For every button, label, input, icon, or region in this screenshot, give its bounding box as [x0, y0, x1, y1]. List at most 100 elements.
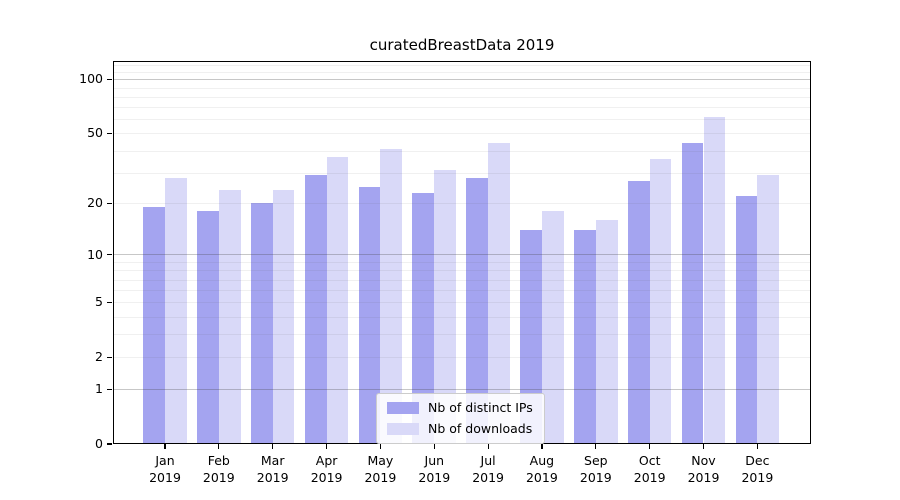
x-tick-label-jun-2019: Jun 2019: [402, 452, 466, 486]
x-tick-label-line: Aug: [529, 453, 555, 468]
bar-downloads-mar-2019: [272, 189, 295, 444]
x-tick-label-nov-2019: Nov 2019: [672, 452, 736, 486]
bar-ips-apr-2019: [304, 175, 327, 444]
x-tick-label-line: 2019: [741, 470, 774, 485]
y-tick-label-2: 2: [95, 349, 103, 365]
x-tick-apr-2019: [325, 444, 328, 449]
bar-ips-aug-2019: [520, 230, 542, 444]
bar-downloads-jan-2019: [165, 177, 187, 444]
bar-ips-sep-2019: [574, 230, 596, 444]
x-tick-label-apr-2019: Apr 2019: [295, 452, 359, 486]
x-tick-label-line: 2019: [364, 470, 397, 485]
bar-downloads-dec-2019: [757, 175, 780, 444]
x-tick-oct-2019: [649, 444, 651, 449]
x-tick-label-line: 2019: [633, 470, 666, 485]
gridline-minor-50: [113, 133, 811, 135]
gridline-minor-5: [113, 302, 811, 304]
gridline-minor-9: [113, 262, 811, 263]
gridline-minor-4: [113, 316, 811, 318]
x-tick-mar-2019: [272, 444, 274, 449]
x-tick-label-line: May: [367, 453, 394, 468]
x-tick-label-jan-2019: Jan 2019: [133, 452, 197, 486]
x-tick-label-line: Oct: [638, 453, 661, 468]
x-tick-label-feb-2019: Feb 2019: [187, 452, 251, 486]
x-tick-label-line: Jul: [480, 453, 496, 468]
gridline-minor-8: [113, 270, 811, 272]
y-tick-2: [107, 356, 112, 358]
x-tick-label-line: 2019: [418, 470, 451, 485]
gridline-minor-3: [113, 334, 811, 336]
x-tick-dec-2019: [756, 444, 758, 449]
gridline-minor-30: [113, 172, 811, 174]
x-tick-label-jul-2019: Jul 2019: [456, 452, 520, 486]
bar-downloads-may-2019: [380, 148, 403, 444]
bar-downloads-feb-2019: [218, 189, 241, 444]
legend-swatch-downloads: [387, 423, 419, 435]
bar-ips-nov-2019: [681, 143, 704, 444]
x-tick-label-line: 2019: [256, 470, 289, 485]
x-tick-label-mar-2019: Mar 2019: [241, 452, 305, 486]
gridline-minor-2: [113, 357, 811, 359]
gridline-minor-20: [113, 203, 811, 205]
y-tick-100: [107, 78, 112, 80]
bar-ips-jul-2019: [466, 177, 489, 444]
x-tick-label-may-2019: May 2019: [348, 452, 412, 486]
x-tick-label-sep-2019: Sep 2019: [564, 452, 628, 486]
gridline-major-1: [113, 388, 811, 390]
y-tick-label-100: 100: [79, 71, 103, 87]
x-tick-aug-2019: [541, 444, 543, 449]
x-tick-label-line: 2019: [579, 470, 612, 485]
x-tick-label-line: 2019: [472, 470, 504, 485]
y-tick-10: [107, 253, 112, 256]
x-tick-label-line: Apr: [315, 453, 338, 468]
gridline-minor-90: [113, 87, 811, 89]
gridline-minor-110: [113, 71, 811, 73]
x-tick-label-line: Sep: [584, 453, 608, 468]
gridline-minor-60: [113, 119, 811, 121]
bar-ips-oct-2019: [627, 180, 650, 444]
y-tick-20: [107, 202, 112, 204]
gridline-minor-40: [113, 150, 811, 152]
gridline-minor-80: [113, 96, 811, 98]
x-tick-jul-2019: [487, 444, 489, 449]
y-tick-label-1: 1: [95, 381, 103, 397]
x-tick-label-dec-2019: Dec 2019: [725, 452, 789, 486]
gridline-minor-70: [113, 107, 811, 109]
bar-ips-dec-2019: [735, 196, 758, 444]
bar-downloads-aug-2019: [541, 211, 564, 444]
y-tick-5: [107, 301, 112, 303]
x-tick-label-line: 2019: [149, 470, 181, 485]
y-tick-1: [107, 388, 112, 390]
gridline-minor-6: [113, 290, 811, 292]
bar-downloads-jul-2019: [488, 143, 510, 444]
legend-label-distinct-ips: Nb of distinct IPs: [428, 400, 533, 415]
x-tick-feb-2019: [218, 444, 220, 449]
x-tick-label-line: 2019: [687, 470, 720, 485]
bar-ips-jun-2019: [412, 192, 435, 444]
bar-downloads-oct-2019: [649, 158, 672, 444]
x-tick-label-oct-2019: Oct 2019: [618, 452, 682, 486]
x-tick-may-2019: [379, 444, 382, 449]
bar-downloads-apr-2019: [326, 156, 349, 444]
y-tick-label-50: 50: [87, 125, 103, 141]
x-tick-label-line: Nov: [691, 453, 716, 468]
y-tick-label-0: 0: [95, 436, 103, 451]
x-tick-nov-2019: [702, 444, 705, 449]
x-tick-label-line: Jun: [424, 453, 445, 468]
x-tick-label-line: Mar: [260, 453, 285, 468]
legend-item-downloads: Nb of downloads: [387, 422, 533, 436]
bar-downloads-jun-2019: [434, 170, 457, 444]
gridline-minor-120: [113, 64, 811, 66]
y-tick-label-10: 10: [87, 246, 103, 262]
plot-area: Nb of distinct IPs Nb of downloads Jan 20…: [79, 61, 811, 485]
bar-ips-may-2019: [358, 186, 381, 444]
legend-swatch-distinct-ips: [387, 402, 419, 414]
y-tick-label-5: 5: [95, 294, 103, 310]
y-tick-50: [107, 132, 112, 134]
legend-label-downloads: Nb of downloads: [428, 421, 533, 436]
x-tick-jun-2019: [433, 444, 435, 449]
chart-title: curatedBreastData 2019: [369, 36, 555, 54]
x-tick-label-line: 2019: [525, 470, 558, 485]
x-tick-label-line: Dec: [745, 453, 770, 468]
